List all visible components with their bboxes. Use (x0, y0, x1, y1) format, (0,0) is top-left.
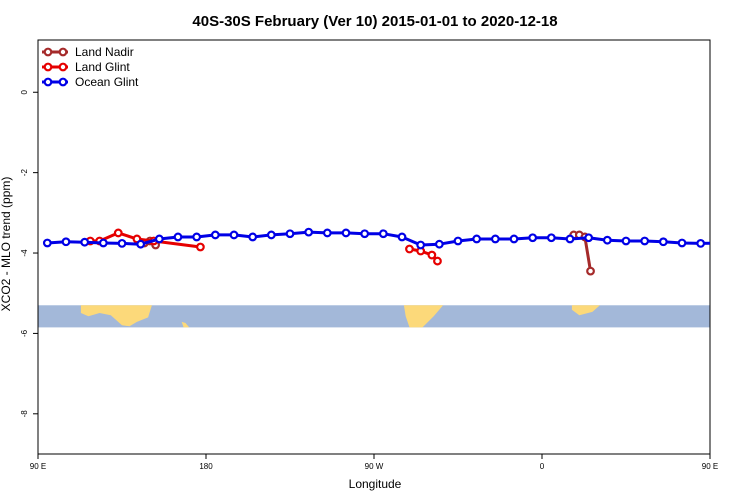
ocean-glint-point (472, 234, 482, 244)
ocean-glint-point (528, 233, 538, 243)
ocean-glint-point (322, 228, 332, 238)
ocean-glint-point (716, 240, 723, 247)
ocean-glint-point (136, 239, 146, 249)
series-layer (42, 227, 742, 276)
axes: 0 -2 -4 -6 -8 90 E 180 90 W 0 90 E (20, 39, 718, 471)
legend-land-glint-marker-left (43, 62, 53, 72)
ocean-glint-point (173, 232, 183, 242)
x-tick-label: 0 (540, 462, 545, 471)
ocean-glint-point (378, 229, 388, 239)
x-tick-label: 90 E (702, 462, 718, 471)
x-tick-label: 90 E (30, 462, 46, 471)
ocean-glint-point (341, 228, 351, 238)
ocean-glint-point (192, 232, 202, 242)
ocean-glint-point (304, 227, 314, 237)
map-land-australia (80, 305, 152, 327)
map-land-new-zealand (181, 321, 190, 328)
ocean-glint-point (677, 238, 687, 248)
ocean-glint-point (696, 238, 706, 248)
map-land-south-america (403, 305, 444, 328)
ocean-glint-point (584, 233, 594, 243)
ocean-glint-point (509, 234, 519, 244)
ocean-glint-point (61, 237, 71, 247)
ocean-glint-point (248, 232, 258, 242)
land-glint-point (113, 228, 123, 238)
ocean-glint-point (229, 230, 239, 240)
ocean-glint-point (80, 237, 90, 247)
ocean-glint-point (154, 234, 164, 244)
legend-land-nadir-label: Land Nadir (75, 45, 134, 59)
ocean-glint-point (735, 238, 742, 245)
legend-land-glint-marker-right (58, 62, 68, 72)
y-tick-label: -6 (20, 329, 29, 337)
x-tick-label: 180 (199, 462, 213, 471)
y-tick-label: 0 (20, 89, 29, 94)
y-tick-label: -8 (20, 410, 29, 418)
land-glint-point (433, 256, 442, 266)
ocean-glint-point (42, 238, 52, 248)
ocean-glint-point (360, 229, 370, 239)
x-tick-label: 90 W (365, 462, 384, 471)
ocean-glint-point (602, 235, 612, 245)
ocean-glint-point (266, 230, 276, 240)
map-land-africa (571, 305, 600, 316)
land-glint-point (405, 244, 414, 254)
ocean-glint-point (490, 234, 500, 244)
ocean-glint-point (565, 234, 575, 244)
legend-ocean-glint-marker-left (43, 77, 53, 87)
ocean-glint-point (658, 237, 668, 247)
ocean-glint-point (98, 238, 108, 248)
ocean-glint-point (546, 233, 556, 243)
land-glint-point (195, 242, 205, 252)
ocean-glint-point (210, 230, 220, 240)
ocean-glint-point (621, 236, 631, 246)
ocean-glint-point (640, 236, 650, 246)
ocean-glint-point (434, 239, 444, 249)
ocean-glint-point (416, 240, 426, 250)
legend-land-nadir-marker-right (58, 47, 68, 57)
x-axis-label: Longitude (349, 477, 402, 491)
legend-land-glint-label: Land Glint (75, 60, 130, 74)
land-nadir-point (586, 266, 595, 276)
legend-land-nadir-marker-left (43, 47, 53, 57)
ocean-glint-point (453, 236, 463, 246)
map-band (38, 305, 710, 328)
land-glint-point (427, 250, 437, 260)
legend-ocean-glint-marker-right (58, 77, 68, 87)
ocean-glint-point (285, 229, 295, 239)
y-tick-label: -4 (20, 249, 29, 257)
y-tick-label: -2 (20, 169, 29, 177)
ocean-glint-point (117, 238, 127, 248)
chart-title: 40S-30S February (Ver 10) 2015-01-01 to … (192, 13, 557, 30)
map-band-ocean (38, 305, 710, 328)
y-axis-label: XCO2 - MLO trend (ppm) (0, 177, 13, 312)
legend-ocean-glint-label: Ocean Glint (75, 75, 139, 89)
ocean-glint-point (397, 232, 407, 242)
